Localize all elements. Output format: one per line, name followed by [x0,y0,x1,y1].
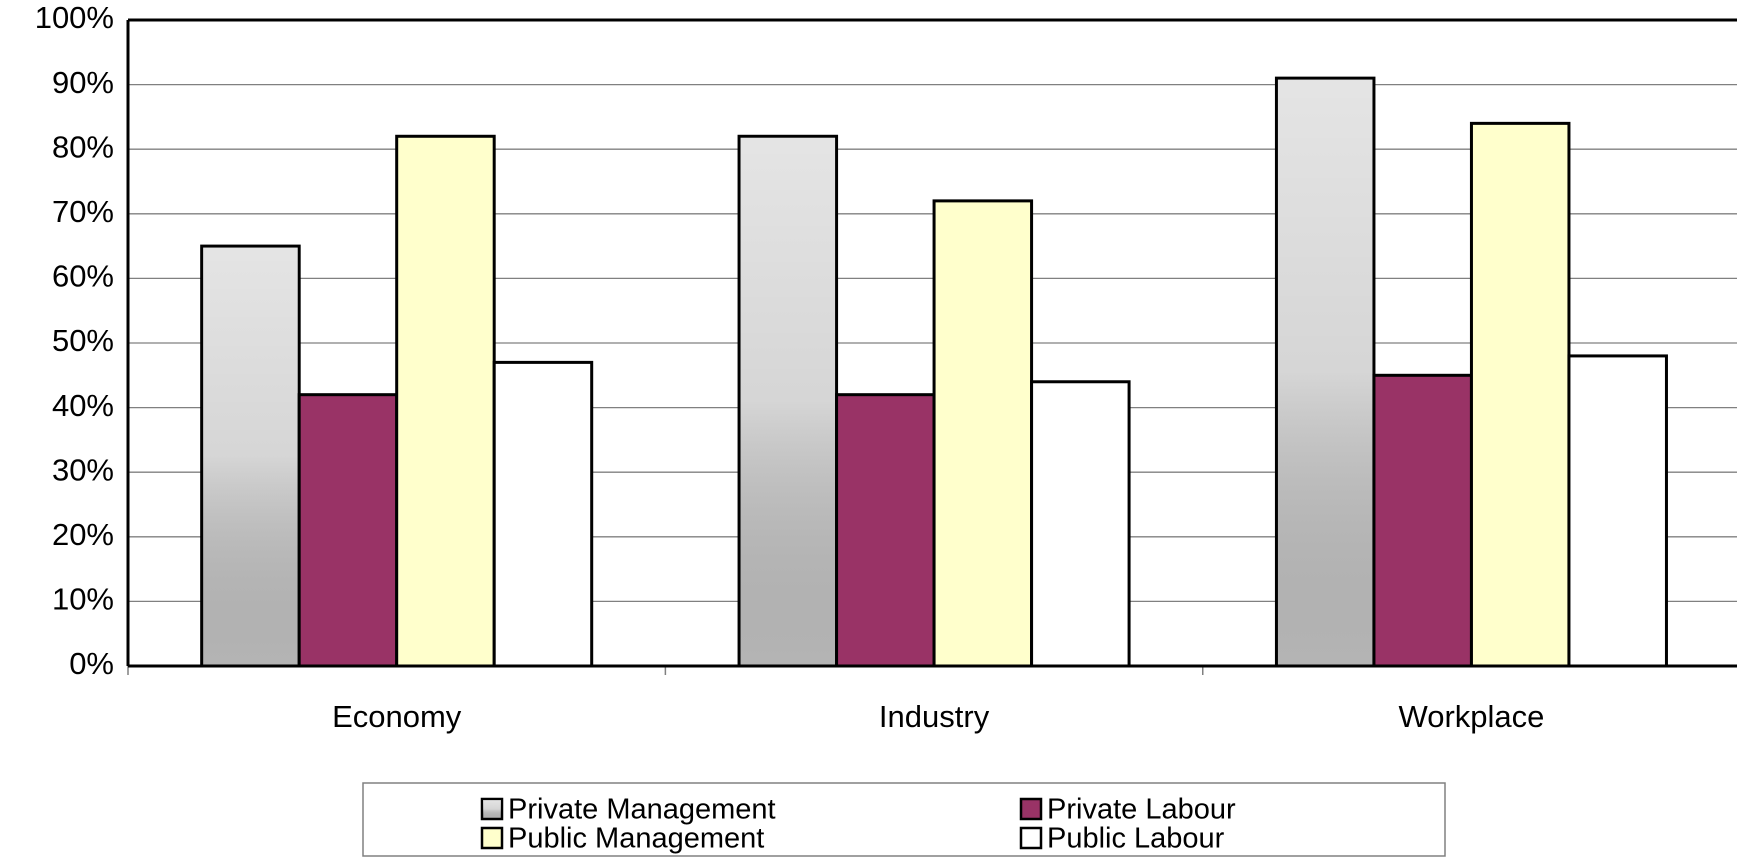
bar-shading [203,247,298,665]
x-tick-label: Industry [879,699,990,734]
legend-label: Public Management [508,823,764,855]
bar-shading [740,137,836,665]
legend-label: Public Labour [1047,823,1225,855]
legend-swatch [1019,826,1043,850]
legend-label: Private Management [508,794,776,826]
bar [297,393,399,668]
bar [1372,373,1473,668]
y-tick-label: 10% [52,582,114,617]
y-tick-label: 0% [69,646,114,681]
y-tick-label: 80% [52,129,114,164]
bar [395,134,496,668]
legend-swatch [1019,797,1043,821]
bar-shading [1277,79,1373,665]
legend-swatch [480,826,504,850]
y-tick-label: 30% [52,452,114,487]
bar [1567,354,1668,668]
y-tick-label: 60% [52,259,114,294]
y-tick-label: 40% [52,388,114,423]
legend-box [362,782,1446,857]
bar [835,393,936,668]
y-tick-label: 100% [35,0,114,35]
legend-label: Private Labour [1047,794,1236,826]
x-tick-label: Workplace [1399,699,1545,734]
y-tick-label: 50% [52,323,114,358]
bar [1469,121,1571,668]
bar [492,360,594,668]
y-tick-label: 70% [52,194,114,229]
bar [932,199,1034,668]
y-tick-label: 20% [52,517,114,552]
y-tick-label: 90% [52,65,114,100]
bar [1030,380,1131,668]
x-tick-label: Economy [332,699,462,734]
legend-swatch-shading [483,800,501,818]
